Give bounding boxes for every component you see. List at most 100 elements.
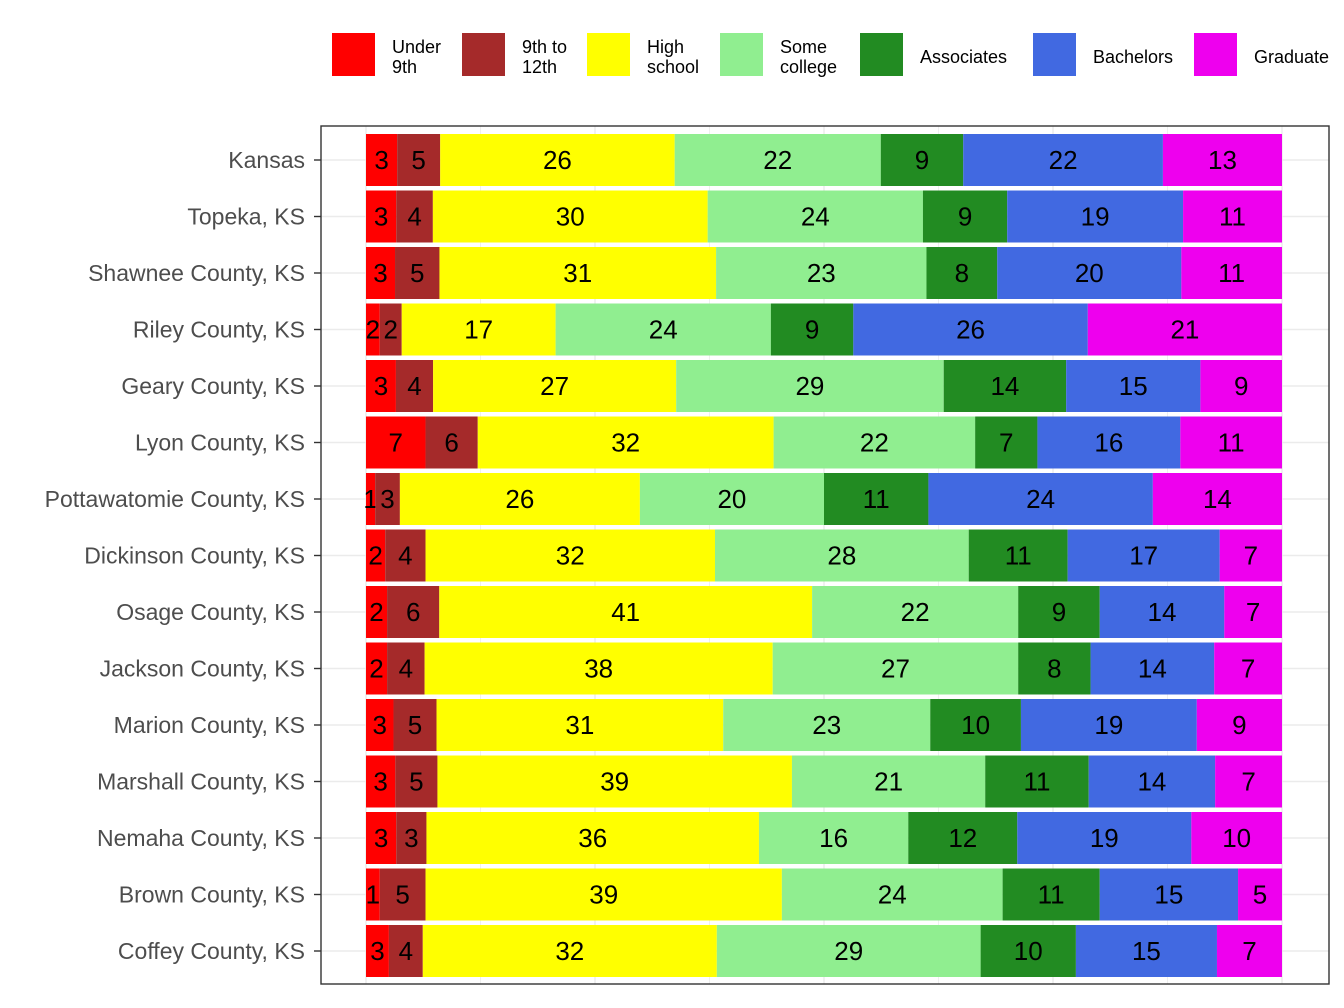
data-label: 14 xyxy=(1203,484,1232,514)
bar-segment-graduate xyxy=(1214,642,1282,695)
bar-segment-some-college xyxy=(772,642,1019,695)
data-label: 5 xyxy=(409,767,423,797)
y-tick-label: Nemaha County, KS xyxy=(97,825,305,851)
data-label: 10 xyxy=(1222,823,1251,853)
legend-label: school xyxy=(647,57,699,77)
data-label: 17 xyxy=(464,315,493,345)
data-label: 26 xyxy=(956,315,985,345)
data-label: 9 xyxy=(1052,597,1066,627)
bar-segment-graduate xyxy=(1196,699,1282,751)
bar-segment-9th-to-12th xyxy=(395,360,434,412)
data-label: 3 xyxy=(404,823,418,853)
data-label: 8 xyxy=(955,258,969,288)
bar-segment-high-school xyxy=(433,360,677,412)
data-label: 29 xyxy=(834,936,863,966)
bar-segment-associates xyxy=(943,360,1067,412)
data-label: 21 xyxy=(874,767,903,797)
data-label: 17 xyxy=(1129,541,1158,571)
bar-segment-bachelors xyxy=(1088,755,1216,808)
data-label: 30 xyxy=(556,202,585,232)
legend-key-graduate xyxy=(1194,33,1237,76)
bar-segment-under-9th xyxy=(366,868,380,921)
data-label: 11 xyxy=(1023,767,1050,797)
bar-segment-bachelors xyxy=(1066,360,1201,412)
bar-segment-bachelors xyxy=(1020,699,1197,751)
bar-segment-some-college xyxy=(781,868,1003,921)
data-label: 3 xyxy=(373,710,387,740)
data-label: 3 xyxy=(380,484,394,514)
data-label: 2 xyxy=(383,315,397,345)
plot-panel-border xyxy=(320,125,1330,985)
bar-segment-9th-to-12th xyxy=(393,699,437,751)
data-label: 4 xyxy=(399,654,413,684)
data-label: 11 xyxy=(863,484,890,514)
data-label: 4 xyxy=(399,936,413,966)
data-label: 9 xyxy=(1234,371,1248,401)
data-label: 22 xyxy=(860,428,889,458)
bar-segment-bachelors xyxy=(1099,586,1225,638)
data-label: 10 xyxy=(1014,936,1043,966)
data-label: 32 xyxy=(555,936,584,966)
data-label: 10 xyxy=(961,710,990,740)
data-label: 11 xyxy=(1038,880,1065,910)
bar-segment-associates xyxy=(1018,586,1100,638)
bar-segment-high-school xyxy=(440,134,675,186)
bar-segment-associates xyxy=(824,473,929,525)
data-label: 9 xyxy=(805,315,819,345)
data-label: 14 xyxy=(990,371,1019,401)
data-label: 32 xyxy=(556,541,585,571)
data-label: 3 xyxy=(374,202,388,232)
bar-segment-bachelors xyxy=(1067,529,1220,582)
bar-segment-under-9th xyxy=(366,642,388,695)
data-label: 29 xyxy=(795,371,824,401)
bar-segment-some-college xyxy=(716,925,981,977)
data-label: 16 xyxy=(1094,428,1123,458)
legend-label: Bachelors xyxy=(1093,47,1173,67)
data-label: 6 xyxy=(444,428,458,458)
data-label: 14 xyxy=(1138,654,1167,684)
bar-segment-some-college xyxy=(791,755,986,808)
bar-segment-under-9th xyxy=(366,303,380,356)
data-label: 5 xyxy=(395,880,409,910)
bar-segment-high-school xyxy=(426,812,759,864)
data-label: 11 xyxy=(1005,541,1032,571)
data-label: 7 xyxy=(1246,597,1260,627)
data-label: 16 xyxy=(819,823,848,853)
y-tick-label: Shawnee County, KS xyxy=(88,260,305,286)
data-label: 7 xyxy=(1241,767,1255,797)
bar-segment-high-school xyxy=(401,303,556,356)
legend-label: Some xyxy=(780,37,827,57)
data-label: 20 xyxy=(1075,258,1104,288)
legend-key-associates xyxy=(860,33,903,76)
bar-segment-graduate xyxy=(1215,755,1282,808)
data-label: 20 xyxy=(717,484,746,514)
data-label: 15 xyxy=(1154,880,1183,910)
bar-segment-bachelors xyxy=(1007,190,1184,243)
bar-segment-associates xyxy=(980,925,1076,977)
bar-segment-graduate xyxy=(1152,473,1282,525)
bar-segment-bachelors xyxy=(1090,642,1215,695)
bar-segment-graduate xyxy=(1238,868,1282,921)
data-label: 3 xyxy=(374,145,388,175)
data-label: 5 xyxy=(411,145,425,175)
bar-segment-some-college xyxy=(773,416,976,469)
y-tick-label: Lyon County, KS xyxy=(135,430,305,456)
bar-segment-graduate xyxy=(1087,303,1282,356)
data-label: 26 xyxy=(505,484,534,514)
bar-segment-9th-to-12th xyxy=(395,247,440,299)
data-label: 39 xyxy=(600,767,629,797)
bar-segment-graduate xyxy=(1183,190,1282,243)
legend-key-9th-to-12th xyxy=(462,33,505,76)
data-label: 24 xyxy=(801,202,830,232)
data-label: 4 xyxy=(407,371,421,401)
data-label: 14 xyxy=(1137,767,1166,797)
data-label: 4 xyxy=(407,202,421,232)
bar-segment-high-school xyxy=(425,868,782,921)
data-label: 11 xyxy=(1218,258,1245,288)
data-label: 13 xyxy=(1208,145,1237,175)
y-tick-label: Geary County, KS xyxy=(121,373,305,399)
bar-segment-some-college xyxy=(714,529,969,582)
y-tick-label: Dickinson County, KS xyxy=(84,543,305,569)
y-tick-label: Osage County, KS xyxy=(116,599,305,625)
data-label: 2 xyxy=(366,315,380,345)
